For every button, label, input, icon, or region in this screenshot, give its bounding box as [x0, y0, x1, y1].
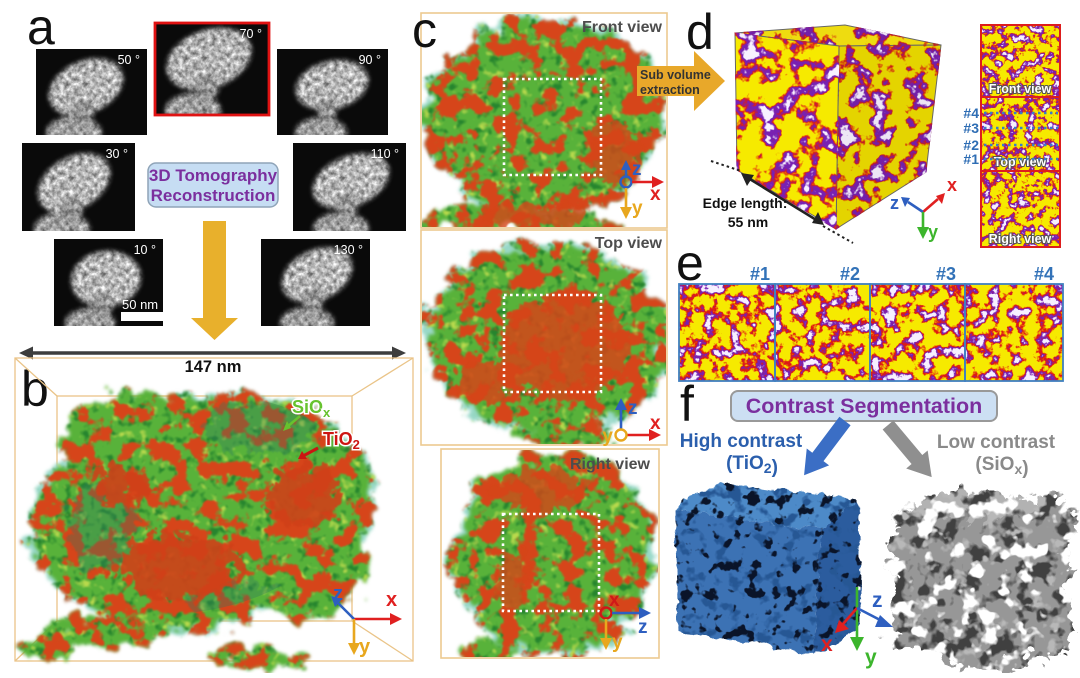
svg-text:e: e: [676, 235, 704, 291]
svg-text:50 nm: 50 nm: [122, 297, 158, 312]
svg-text:Top view: Top view: [994, 155, 1047, 169]
svg-text:f: f: [680, 376, 694, 432]
svg-text:Front view: Front view: [582, 19, 663, 36]
svg-text:z: z: [632, 159, 642, 180]
svg-text:130 °: 130 °: [334, 243, 363, 257]
svg-text:y: y: [602, 426, 613, 447]
svg-text:90 °: 90 °: [359, 53, 381, 67]
svg-text:Reconstruction: Reconstruction: [151, 186, 276, 205]
svg-text:c: c: [412, 2, 437, 58]
svg-text:d: d: [686, 4, 714, 60]
svg-text:x: x: [386, 589, 397, 611]
svg-text:extraction: extraction: [640, 83, 700, 97]
svg-text:#1: #1: [963, 151, 979, 167]
svg-text:x: x: [609, 590, 620, 611]
svg-text:Front view: Front view: [989, 82, 1052, 96]
svg-text:x: x: [947, 175, 957, 195]
svg-text:55 nm: 55 nm: [728, 214, 768, 230]
svg-text:#2: #2: [963, 137, 979, 153]
svg-text:z: z: [638, 617, 648, 638]
svg-text:147 nm: 147 nm: [185, 358, 242, 376]
svg-text:#4: #4: [963, 105, 979, 121]
svg-text:#2: #2: [840, 264, 860, 284]
svg-text:Right view: Right view: [989, 232, 1052, 246]
svg-text:10 °: 10 °: [134, 243, 156, 257]
svg-text:110 °: 110 °: [371, 147, 399, 161]
svg-text:z: z: [890, 193, 899, 213]
svg-text:3D Tomography: 3D Tomography: [149, 166, 278, 185]
svg-text:Contrast Segmentation: Contrast Segmentation: [746, 394, 983, 418]
svg-text:50 °: 50 °: [118, 53, 140, 67]
svg-text:x: x: [650, 184, 661, 205]
svg-text:a: a: [27, 0, 55, 55]
svg-text:#3: #3: [963, 120, 979, 136]
svg-text:z: z: [628, 398, 638, 419]
svg-text:y: y: [928, 222, 938, 242]
svg-text:70 °: 70 °: [240, 27, 262, 41]
svg-text:y: y: [359, 636, 371, 658]
svg-text:Edge length:: Edge length:: [703, 195, 788, 211]
svg-text:Right view: Right view: [570, 456, 651, 473]
svg-text:High contrast: High contrast: [680, 431, 803, 452]
svg-text:y: y: [612, 632, 623, 653]
svg-text:y: y: [865, 646, 877, 669]
svg-text:Low contrast: Low contrast: [937, 432, 1056, 453]
svg-text:b: b: [21, 361, 49, 417]
svg-text:z: z: [333, 583, 343, 605]
svg-text:#4: #4: [1034, 264, 1054, 284]
svg-text:Sub volume: Sub volume: [640, 68, 711, 82]
svg-text:#3: #3: [936, 264, 956, 284]
svg-text:#1: #1: [750, 264, 770, 284]
svg-text:z: z: [872, 589, 883, 612]
svg-text:30 °: 30 °: [106, 147, 128, 161]
svg-text:x: x: [650, 413, 661, 434]
svg-text:x: x: [821, 633, 833, 656]
svg-text:y: y: [632, 198, 643, 219]
svg-text:Top view: Top view: [595, 235, 663, 252]
svg-text:SiOx: SiOx: [292, 397, 331, 420]
